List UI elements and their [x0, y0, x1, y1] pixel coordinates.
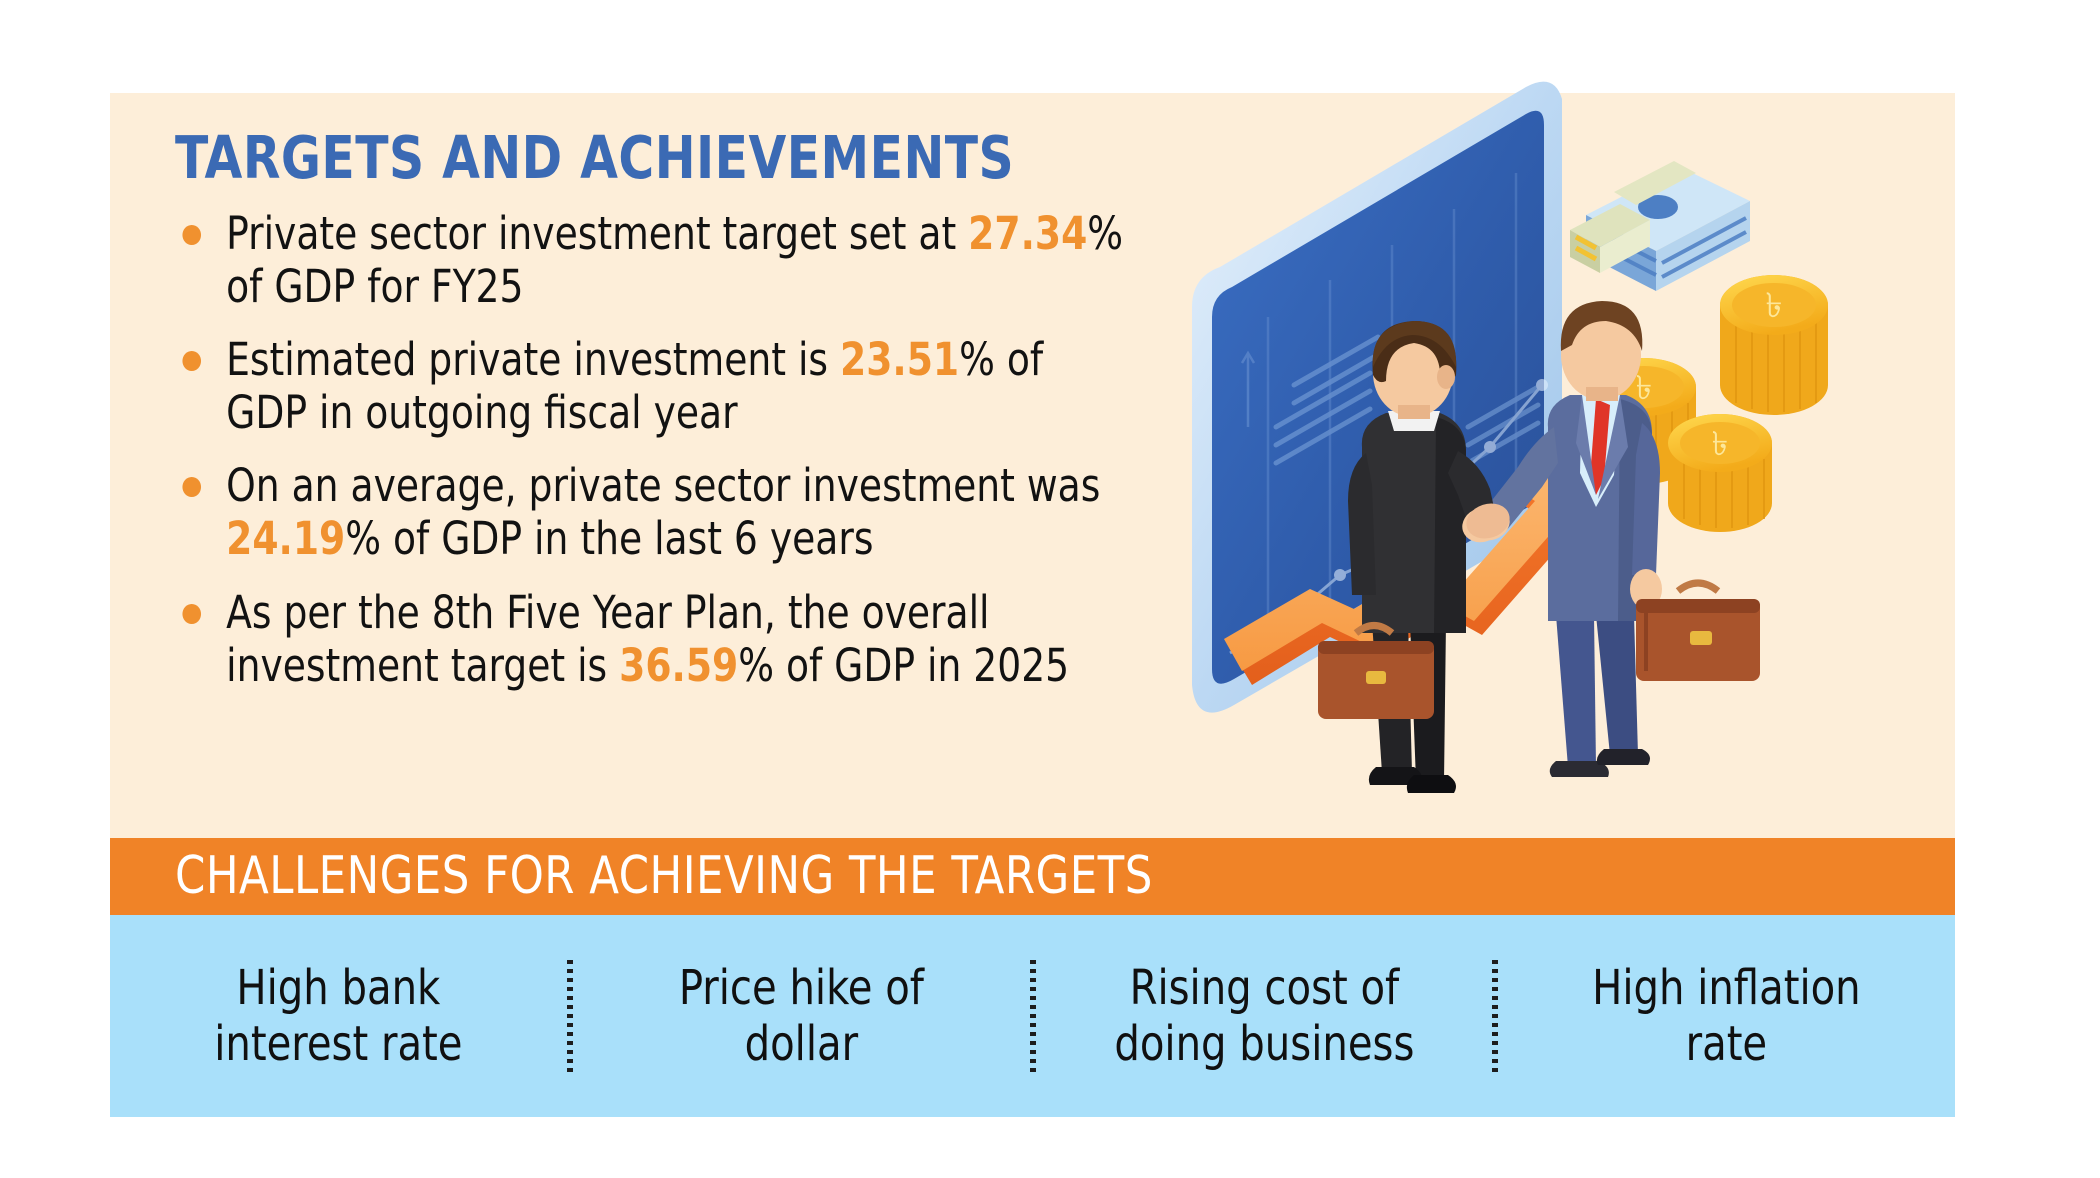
bullet-text-pre: On an average, private sector investment… — [226, 459, 1101, 513]
challenges-banner: CHALLENGES FOR ACHIEVING THE TARGETS — [110, 838, 1955, 915]
targets-text-column: TARGETS AND ACHIEVEMENTS Private sector … — [175, 128, 1205, 692]
challenge-line-2: interest rate — [214, 1016, 463, 1072]
bullet-text-post: % of GDP for FY25 — [226, 207, 1124, 314]
bullet-value: 36.59 — [619, 638, 739, 692]
challenge-line-1: High inflation — [1592, 959, 1861, 1016]
list-item: As per the 8th Five Year Plan, the overa… — [175, 586, 1133, 692]
bullet-value: 27.34 — [968, 207, 1088, 260]
challenges-strip: High bank interest rate Price hike of do… — [110, 915, 1955, 1117]
bullet-text-post: % of GDP in 2025 — [738, 638, 1070, 692]
bullet-text-post: % of GDP in the last 6 years — [345, 512, 874, 566]
bullet-text-pre: As per the 8th Five Year Plan, the overa… — [226, 585, 990, 692]
list-item: Estimated private investment is 23.51% o… — [175, 333, 1133, 439]
bullet-value: 23.51 — [839, 333, 960, 387]
challenge-divider — [566, 960, 573, 1072]
bullet-dot-icon — [182, 477, 202, 498]
challenge-line-1: Rising cost of — [1129, 959, 1399, 1016]
challenge-line-1: Price hike of — [678, 959, 924, 1016]
bullet-dot-icon — [182, 351, 202, 372]
challenge-line-2: doing business — [1113, 1016, 1414, 1072]
bullet-text-post: % of GDP in outgoing fiscal year — [226, 333, 1044, 440]
bullet-text-pre: Private sector investment target set at — [226, 207, 969, 260]
challenge-item-price-hike-of-dollar: Price hike of dollar — [573, 960, 1030, 1072]
challenge-line-1: High bank — [236, 959, 441, 1016]
bullet-text-pre: Estimated private investment is — [226, 333, 840, 387]
challenge-divider — [1029, 960, 1036, 1072]
challenges-banner-label: CHALLENGES FOR ACHIEVING THE TARGETS — [175, 845, 1153, 906]
challenge-item-rising-cost-of-doing-business: Rising cost of doing business — [1036, 960, 1493, 1072]
bullet-value: 24.19 — [226, 512, 346, 566]
challenge-item-high-bank-interest-rate: High bank interest rate — [110, 960, 567, 1072]
challenge-line-2: rate — [1685, 1016, 1768, 1072]
list-item: On an average, private sector investment… — [175, 459, 1133, 565]
challenge-divider — [1492, 960, 1499, 1072]
challenge-item-high-inflation-rate: High inflation rate — [1498, 960, 1955, 1072]
page-title: TARGETS AND ACHIEVEMENTS — [175, 123, 1015, 192]
challenge-line-2: dollar — [744, 1016, 858, 1072]
targets-list: Private sector investment target set at … — [175, 207, 1205, 692]
list-item: Private sector investment target set at … — [175, 207, 1133, 313]
bullet-dot-icon — [182, 225, 202, 245]
bullet-dot-icon — [182, 603, 202, 624]
